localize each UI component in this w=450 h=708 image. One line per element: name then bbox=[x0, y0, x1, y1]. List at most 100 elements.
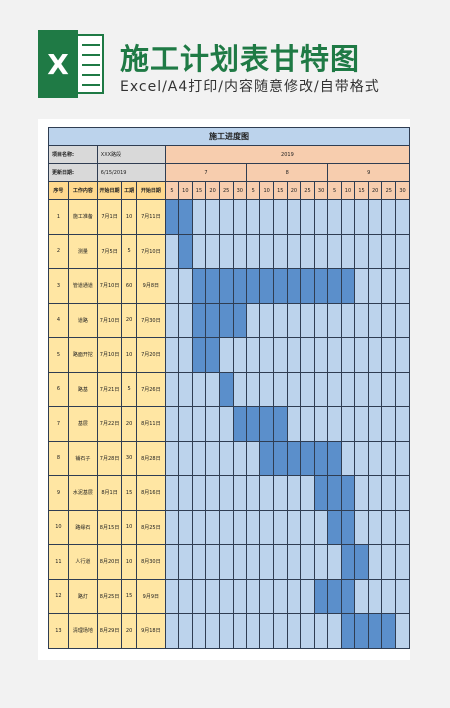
gantt-cell bbox=[340, 371, 356, 407]
task-name[interactable]: 测量 bbox=[67, 233, 98, 269]
task-seq[interactable]: 8 bbox=[48, 440, 69, 476]
gantt-cell bbox=[191, 199, 207, 235]
task-name[interactable]: 路缘石 bbox=[67, 509, 98, 545]
task-duration[interactable]: 10 bbox=[121, 544, 137, 580]
task-name[interactable]: 清理场地 bbox=[67, 613, 98, 649]
task-name[interactable]: 铺石子 bbox=[67, 440, 98, 476]
month-header: 9 bbox=[327, 163, 410, 182]
gantt-cell bbox=[313, 406, 329, 442]
task-name[interactable]: 人行道 bbox=[67, 544, 98, 580]
task-end[interactable]: 7月11日 bbox=[135, 199, 166, 235]
task-end[interactable]: 9月9日 bbox=[135, 578, 166, 614]
task-duration[interactable]: 15 bbox=[121, 475, 137, 511]
gantt-cell bbox=[272, 302, 288, 338]
gantt-cell bbox=[272, 509, 288, 545]
task-start[interactable]: 8月1日 bbox=[96, 475, 123, 511]
gantt-cell bbox=[164, 371, 180, 407]
task-name[interactable]: 路基 bbox=[67, 371, 98, 407]
task-name[interactable]: 管道通道 bbox=[67, 268, 98, 304]
task-duration[interactable]: 60 bbox=[121, 268, 137, 304]
gantt-cell bbox=[313, 613, 329, 649]
gantt-cell bbox=[354, 337, 369, 373]
task-end[interactable]: 9月18日 bbox=[135, 613, 166, 649]
task-start[interactable]: 7月21日 bbox=[96, 371, 123, 407]
task-duration[interactable]: 10 bbox=[121, 199, 137, 235]
task-start[interactable]: 7月10日 bbox=[96, 268, 123, 304]
gantt-cell bbox=[354, 578, 369, 614]
task-seq[interactable]: 5 bbox=[48, 337, 69, 373]
task-start[interactable]: 8月20日 bbox=[96, 544, 123, 580]
task-duration[interactable]: 30 bbox=[121, 440, 137, 476]
gantt-cell bbox=[367, 544, 383, 580]
task-name[interactable]: 道路 bbox=[67, 302, 98, 338]
task-seq[interactable]: 4 bbox=[48, 302, 69, 338]
task-seq[interactable]: 1 bbox=[48, 199, 69, 235]
task-name[interactable]: 水泥基层 bbox=[67, 475, 98, 511]
task-start[interactable]: 7月10日 bbox=[96, 337, 123, 373]
task-start[interactable]: 8月15日 bbox=[96, 509, 123, 545]
task-seq[interactable]: 12 bbox=[48, 578, 69, 614]
gantt-cell bbox=[232, 199, 248, 235]
task-seq[interactable]: 6 bbox=[48, 371, 69, 407]
task-name[interactable]: 基层 bbox=[67, 406, 98, 442]
task-end[interactable]: 8月28日 bbox=[135, 440, 166, 476]
task-start[interactable]: 7月5日 bbox=[96, 233, 123, 269]
gantt-cell bbox=[367, 578, 383, 614]
gantt-cell bbox=[354, 268, 369, 304]
gantt-cell bbox=[246, 440, 261, 476]
task-end[interactable]: 8月11日 bbox=[135, 406, 166, 442]
task-end[interactable]: 8月25日 bbox=[135, 509, 166, 545]
gantt-cell bbox=[367, 509, 383, 545]
task-end[interactable]: 7月26日 bbox=[135, 371, 166, 407]
task-end[interactable]: 7月20日 bbox=[135, 337, 166, 373]
task-seq[interactable]: 13 bbox=[48, 613, 69, 649]
task-end[interactable]: 7月10日 bbox=[135, 233, 166, 269]
gantt-cell bbox=[178, 578, 193, 614]
excel-logo-icon: X bbox=[38, 30, 108, 100]
task-start[interactable]: 7月22日 bbox=[96, 406, 123, 442]
task-start[interactable]: 7月1日 bbox=[96, 199, 123, 235]
date-value[interactable]: 6/15/2019 bbox=[96, 163, 166, 182]
gantt-bar-segment bbox=[272, 268, 288, 304]
gantt-cell bbox=[232, 578, 248, 614]
task-duration[interactable]: 15 bbox=[121, 578, 137, 614]
gantt-cell bbox=[218, 406, 234, 442]
task-seq[interactable]: 11 bbox=[48, 544, 69, 580]
gantt-cell bbox=[327, 544, 342, 580]
task-seq[interactable]: 7 bbox=[48, 406, 69, 442]
task-seq[interactable]: 2 bbox=[48, 233, 69, 269]
task-start[interactable]: 7月10日 bbox=[96, 302, 123, 338]
task-seq[interactable]: 9 bbox=[48, 475, 69, 511]
gantt-bar-segment bbox=[313, 440, 329, 476]
task-name[interactable]: 施工准备 bbox=[67, 199, 98, 235]
task-start[interactable]: 7月28日 bbox=[96, 440, 123, 476]
task-end[interactable]: 9月8日 bbox=[135, 268, 166, 304]
gantt-cell bbox=[354, 509, 369, 545]
task-name[interactable]: 路面开挖 bbox=[67, 337, 98, 373]
task-start[interactable]: 8月29日 bbox=[96, 613, 123, 649]
gantt-cell bbox=[340, 302, 356, 338]
task-name[interactable]: 路灯 bbox=[67, 578, 98, 614]
task-start[interactable]: 8月25日 bbox=[96, 578, 123, 614]
gantt-cell bbox=[381, 544, 397, 580]
task-seq[interactable]: 3 bbox=[48, 268, 69, 304]
gantt-cell bbox=[246, 613, 261, 649]
gantt-cell bbox=[327, 302, 342, 338]
task-seq[interactable]: 10 bbox=[48, 509, 69, 545]
task-duration[interactable]: 10 bbox=[121, 337, 137, 373]
task-duration[interactable]: 5 bbox=[121, 371, 137, 407]
task-duration[interactable]: 10 bbox=[121, 509, 137, 545]
gantt-cell bbox=[300, 337, 315, 373]
gantt-bar-segment bbox=[340, 578, 356, 614]
table-row: 10 路缘石 8月15日 10 8月25日 bbox=[48, 509, 410, 545]
gantt-cell bbox=[300, 371, 315, 407]
task-end[interactable]: 8月16日 bbox=[135, 475, 166, 511]
project-value[interactable]: XXX路段 bbox=[96, 145, 166, 164]
task-duration[interactable]: 5 bbox=[121, 233, 137, 269]
gantt-cell bbox=[205, 440, 220, 476]
task-duration[interactable]: 20 bbox=[121, 613, 137, 649]
task-end[interactable]: 7月30日 bbox=[135, 302, 166, 338]
task-end[interactable]: 8月30日 bbox=[135, 544, 166, 580]
task-duration[interactable]: 20 bbox=[121, 406, 137, 442]
task-duration[interactable]: 20 bbox=[121, 302, 137, 338]
